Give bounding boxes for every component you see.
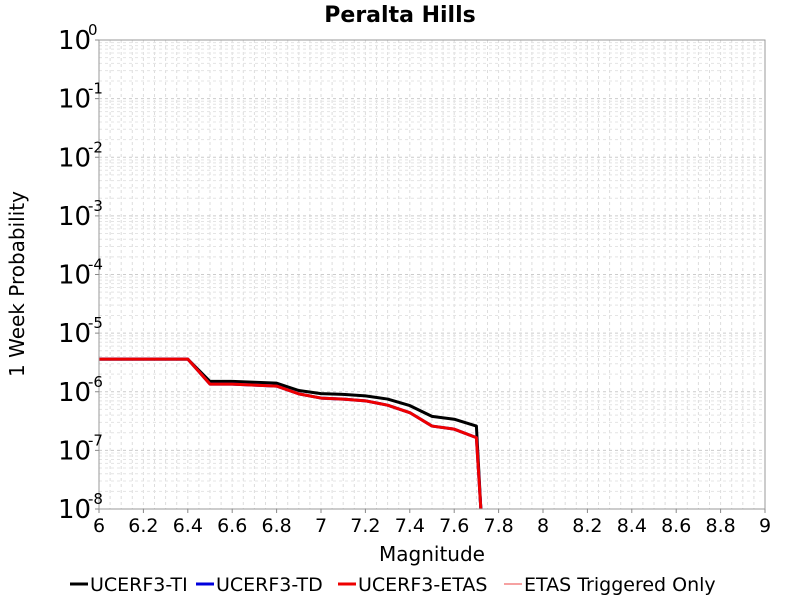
y-tick-exponent: -4 [88,256,103,274]
x-tick-label: 7.8 [483,515,513,537]
x-axis-label: Magnitude [379,542,485,566]
x-tick-label: 8.4 [617,515,647,537]
x-tick-label: 8.2 [572,515,602,537]
x-tick-label: 7.6 [439,515,469,537]
y-tick-base: 10 [58,85,91,115]
y-tick-base: 10 [58,495,91,525]
x-tick-label: 6.2 [128,515,158,537]
x-tick-label: 9 [759,515,771,537]
series-line-1 [99,357,483,510]
x-tick-label: 6 [93,515,105,537]
y-tick-base: 10 [58,319,91,349]
y-tick-base: 10 [58,202,91,232]
legend-label-0: UCERF3-TI [90,574,188,596]
x-tick-label: 8 [537,515,549,537]
legend-label-3: ETAS Triggered Only [524,574,716,596]
y-tick-exponent: -8 [88,490,103,508]
y-tick-base: 10 [58,261,91,291]
x-tick-label: 7 [315,515,327,537]
legend-label-1: UCERF3-TD [216,574,323,596]
y-tick-exponent: -2 [88,138,103,156]
y-tick-exponent: -3 [88,197,103,215]
y-tick-exponent: -7 [88,431,103,449]
series-line-2 [99,357,483,510]
x-ticks: 6 6.2 6.4 6.6 6.8 7 7.2 7.4 7.6 7.8 8 8.2 8.4 8.6 8.8 9 [93,509,771,537]
x-tick-label: 7.2 [350,515,380,537]
y-tick-exponent: -1 [88,80,103,98]
y-tick-base: 10 [58,143,91,173]
y-tick-base: 10 [58,378,91,408]
y-tick-exponent: 0 [88,21,98,39]
y-axis-label: 1 Week Probability [5,191,29,377]
x-tick-label: 6.8 [261,515,291,537]
legend: UCERF3-TI UCERF3-TD UCERF3-ETAS ETAS Trigge… [70,574,716,596]
y-tick-base: 10 [58,26,91,56]
x-tick-label: 6.6 [217,515,247,537]
series-line-0 [99,357,483,510]
series-layer [99,357,483,510]
x-tick-label: 7.4 [395,515,425,537]
x-tick-label: 8.8 [705,515,735,537]
y-tick-base: 10 [58,436,91,466]
x-tick-label: 8.6 [661,515,691,537]
y-tick-exponent: -6 [88,373,103,391]
chart-title: Peralta Hills [324,3,475,28]
x-tick-label: 6.4 [173,515,203,537]
legend-label-2: UCERF3-ETAS [358,574,487,596]
grid [98,40,766,510]
y-tick-exponent: -5 [88,314,103,332]
